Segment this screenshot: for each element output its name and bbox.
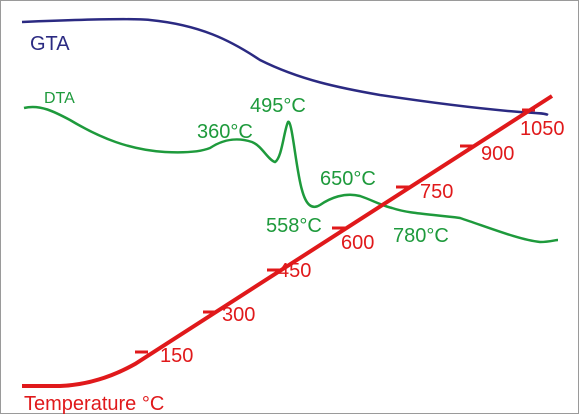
temperature-tick-label: 150 — [160, 345, 193, 367]
dta-peak-label: 650°C — [320, 168, 376, 190]
temperature-tick-label: 750 — [420, 181, 453, 203]
dta-peak-label: 780°C — [393, 225, 449, 247]
dta-peak-label: 495°C — [250, 95, 306, 117]
dta-series-line — [23, 105, 559, 244]
temperature-tick-label: 450 — [278, 260, 311, 282]
temperature-tick-label: 600 — [341, 232, 374, 254]
dta-peak-label: 558°C — [266, 215, 322, 237]
temperature-series-label: Temperature °C — [24, 393, 164, 414]
dta-series-label: DTA — [44, 90, 75, 107]
gta-series-label: GTA — [30, 33, 70, 55]
temperature-tick-label: 1050 — [520, 118, 565, 140]
temperature-series-line — [22, 94, 554, 388]
temperature-tick-label: 300 — [222, 304, 255, 326]
temperature-tick-label: 900 — [481, 143, 514, 165]
dta-peak-label: 360°C — [197, 121, 253, 143]
gta-series-line — [21, 17, 549, 117]
